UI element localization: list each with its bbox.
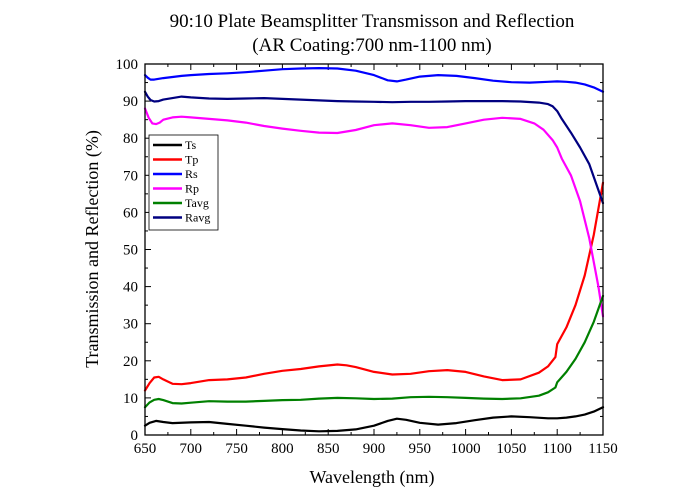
- y-tick-label: 100: [116, 57, 139, 73]
- legend-label-ts: Ts: [185, 138, 196, 152]
- y-tick-label: 20: [123, 354, 138, 370]
- y-tick-label: 70: [123, 168, 138, 184]
- series-lines: [143, 67, 605, 433]
- chart-title: 90:10 Plate Beamsplitter Transmisson and…: [170, 11, 575, 32]
- y-tick-label: 30: [123, 317, 138, 333]
- tick-labels: 650 700 750 800 850 900 950 1000 1050 1100 1150010…: [116, 57, 618, 457]
- series-line-rp: [143, 107, 605, 318]
- x-axis-title: Wavelength (nm): [309, 467, 434, 488]
- x-tick-label: 1100: [542, 441, 571, 457]
- series-line-ts: [143, 406, 605, 433]
- legend-label-tp: Tp: [185, 153, 198, 167]
- x-tick-label: 1050: [496, 441, 526, 457]
- series-line-ravg: [143, 90, 605, 205]
- series-line-tp: [143, 181, 605, 392]
- y-tick-label: 60: [123, 205, 138, 221]
- y-tick-label: 10: [123, 391, 138, 407]
- y-axis-title: Transmission and Reflection (%): [82, 130, 103, 368]
- x-tick-label: 1000: [451, 441, 481, 457]
- y-tick-label: 0: [131, 428, 139, 444]
- legend-label-ravg: Ravg: [185, 211, 210, 225]
- x-tick-label: 1150: [588, 441, 617, 457]
- legend-label-rs: Rs: [185, 167, 198, 181]
- x-tick-label: 750: [225, 441, 248, 457]
- legend-label-rp: Rp: [185, 182, 199, 196]
- x-tick-label: 800: [271, 441, 294, 457]
- series-line-tavg: [143, 294, 605, 409]
- y-tick-label: 50: [123, 243, 138, 259]
- y-tick-label: 90: [123, 94, 138, 110]
- x-tick-label: 850: [317, 441, 340, 457]
- series-line-rs: [143, 67, 605, 93]
- y-tick-label: 40: [123, 280, 138, 296]
- y-tick-label: 80: [123, 131, 138, 147]
- legend-label-tavg: Tavg: [185, 196, 209, 210]
- x-tick-label: 900: [363, 441, 386, 457]
- x-tick-label: 950: [409, 441, 432, 457]
- chart-subtitle: (AR Coating:700 nm-1100 nm): [252, 35, 491, 56]
- plot-frame: [144, 63, 604, 436]
- x-tick-label: 650: [134, 441, 157, 457]
- x-tick-label: 700: [180, 441, 203, 457]
- legend-box: [148, 134, 219, 231]
